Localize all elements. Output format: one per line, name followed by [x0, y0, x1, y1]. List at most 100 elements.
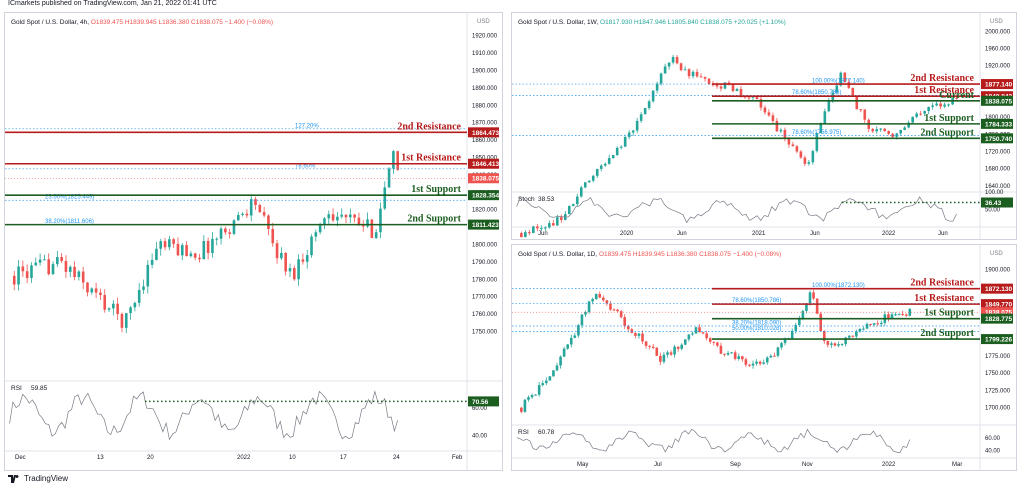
- x-tick-label: Dec: [15, 455, 26, 461]
- candle: [81, 266, 85, 290]
- tradingview-brand[interactable]: TradingView: [8, 474, 68, 483]
- indicator-line: [516, 428, 911, 454]
- candle: [676, 346, 680, 352]
- candle: [735, 87, 739, 92]
- candle: [552, 369, 555, 377]
- title-span: Gold Spot / U.S. Dollar, 1D,: [518, 251, 599, 258]
- candle-body: [552, 223, 555, 226]
- candle-body: [679, 63, 683, 71]
- level-price-label: 1846.413: [472, 161, 499, 168]
- candle: [705, 330, 708, 341]
- candle: [875, 126, 879, 134]
- candle: [758, 360, 762, 366]
- candle-body: [876, 323, 880, 325]
- candle: [527, 395, 530, 402]
- candle: [899, 129, 902, 136]
- candle: [545, 377, 548, 386]
- candle: [94, 282, 98, 299]
- candle: [623, 314, 627, 330]
- candle: [858, 328, 862, 333]
- candle: [712, 341, 716, 346]
- candle: [120, 312, 124, 333]
- candle-body: [262, 212, 266, 216]
- x-tick-label: 2022: [882, 462, 896, 468]
- candle-body: [571, 204, 575, 207]
- candle: [662, 351, 666, 364]
- candle: [288, 263, 292, 278]
- candle-body: [555, 365, 559, 371]
- candle: [520, 231, 523, 238]
- candle-body: [908, 308, 912, 316]
- x-tick-label: 2022: [237, 455, 251, 461]
- candle: [844, 336, 847, 347]
- x-tick-label: Jun: [938, 231, 948, 237]
- candle: [855, 95, 859, 110]
- chart-4h-svg[interactable]: USD 1920.000 1910.000 1900.000 1890.000 1880.…: [5, 13, 502, 470]
- chart-1d-svg[interactable]: USD1900.0001875.0001850.0001825.0001800.…: [512, 245, 1016, 470]
- level-price-tag: [981, 283, 1013, 294]
- candle-body: [292, 268, 296, 280]
- x-tick-label: 17: [340, 455, 347, 461]
- candle-body: [176, 243, 180, 256]
- chart-1w-svg[interactable]: USD2000.0001960.0001920.0001880.0001840.…: [512, 13, 1016, 239]
- candle: [314, 229, 318, 242]
- level-price-tag: [981, 118, 1013, 129]
- candle: [180, 243, 184, 261]
- y-tick-label: 1920.000: [472, 34, 498, 40]
- candle: [567, 205, 571, 215]
- candle-body: [528, 232, 531, 234]
- candle-body: [627, 132, 631, 137]
- candle: [17, 260, 20, 291]
- chart-panel-4h[interactable]: USD 1920.000 1910.000 1900.000 1890.000 1880.…: [4, 12, 503, 471]
- chart-panel-1w[interactable]: USD2000.0001960.0001920.0001880.0001840.…: [511, 12, 1017, 240]
- candle-body: [701, 332, 705, 334]
- indicator-name: RSI: [11, 385, 22, 392]
- candle: [60, 253, 63, 263]
- level-price-tag: [468, 190, 499, 201]
- level-price-label: 1828.354: [472, 193, 499, 200]
- candle: [142, 279, 145, 294]
- candle: [837, 341, 840, 348]
- candle: [799, 150, 803, 159]
- level-name: 1st Resistance: [914, 85, 974, 96]
- candle-body: [566, 344, 569, 349]
- candle-body: [202, 241, 206, 260]
- candle-body: [719, 345, 723, 354]
- candle: [822, 330, 826, 344]
- level-price-tag: [468, 219, 499, 230]
- candle: [708, 337, 712, 344]
- candle-body: [691, 71, 695, 77]
- candle: [34, 257, 38, 267]
- candle-body: [615, 147, 619, 156]
- y-tick-label: 1770.000: [472, 295, 498, 301]
- candle-body: [112, 303, 115, 309]
- candle-body: [198, 257, 201, 260]
- candle-body: [780, 343, 783, 348]
- candle: [569, 334, 573, 348]
- candle: [284, 252, 287, 276]
- candle-body: [548, 376, 552, 381]
- candle-body: [555, 217, 559, 226]
- candle-body: [671, 56, 675, 63]
- candle: [779, 127, 783, 134]
- ohlc-c: C1838.075: [191, 19, 225, 26]
- candle: [687, 334, 691, 342]
- candle-body: [790, 330, 794, 339]
- candle-body: [591, 175, 595, 181]
- candle: [609, 301, 612, 311]
- candle-body: [544, 227, 547, 229]
- candle-body: [795, 146, 799, 152]
- candle-body: [99, 292, 102, 296]
- indicator-tick-label: 40.00: [472, 433, 488, 439]
- candle-body: [643, 108, 647, 115]
- candle: [520, 406, 523, 414]
- candle-body: [623, 136, 627, 147]
- chart-panel-1d[interactable]: USD1900.0001875.0001850.0001825.0001800.…: [511, 244, 1017, 471]
- candle: [683, 339, 687, 346]
- candle: [344, 214, 348, 223]
- y-tick-label: 1960.000: [985, 46, 1011, 52]
- candle-body: [575, 196, 579, 205]
- candle: [133, 301, 137, 312]
- candle: [573, 332, 577, 339]
- candle: [894, 312, 897, 316]
